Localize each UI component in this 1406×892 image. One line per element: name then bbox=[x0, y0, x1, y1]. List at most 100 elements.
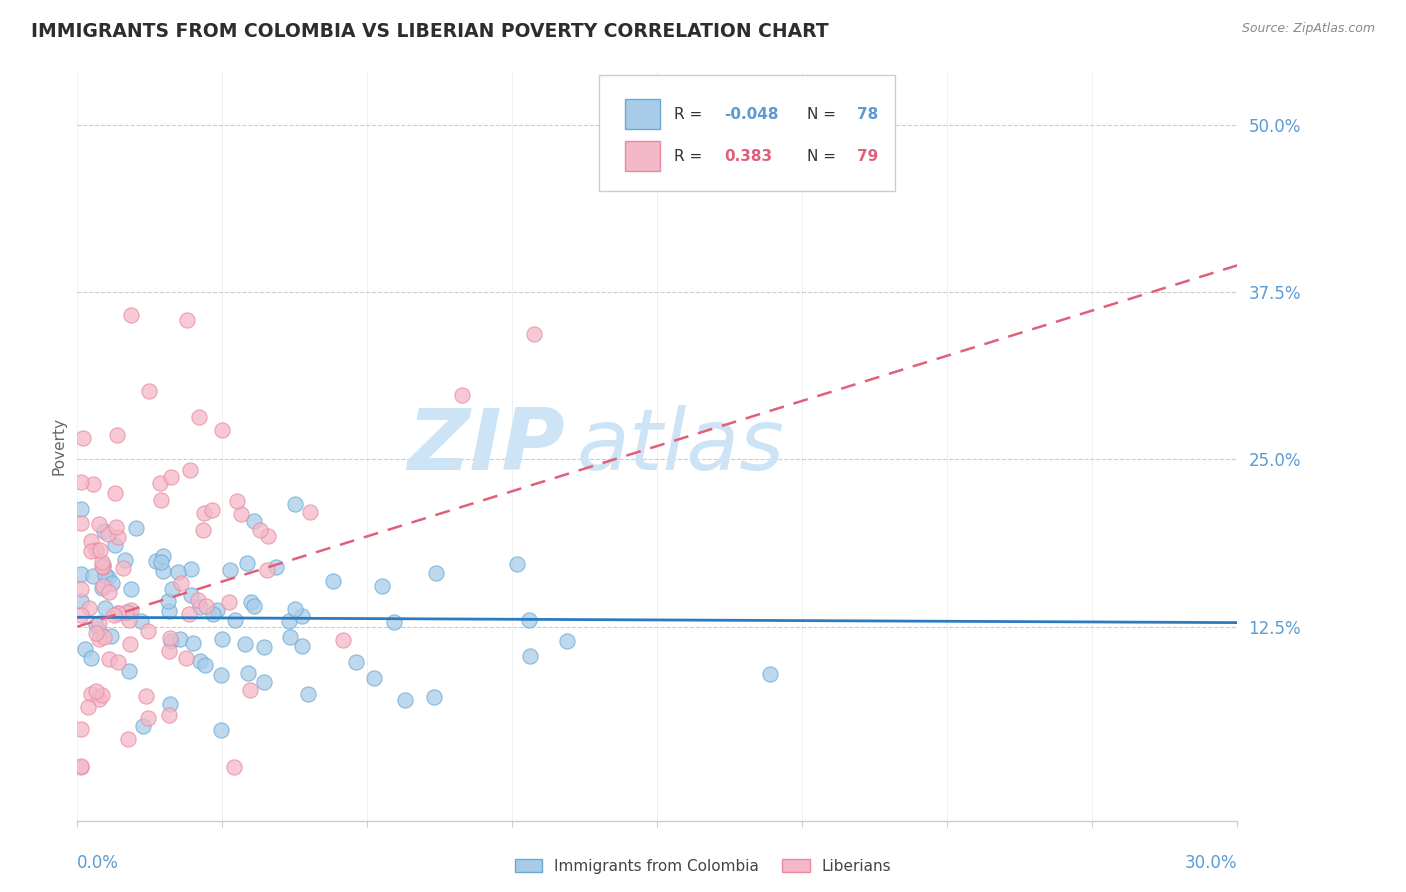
Point bbox=[205, 603, 228, 617]
Point bbox=[107, 655, 129, 669]
Point bbox=[284, 602, 307, 616]
Point bbox=[91, 579, 114, 593]
Point bbox=[160, 582, 183, 596]
Point bbox=[152, 564, 174, 578]
FancyBboxPatch shape bbox=[624, 99, 659, 129]
Text: N =: N = bbox=[807, 149, 841, 163]
Point bbox=[211, 423, 233, 437]
Point bbox=[187, 593, 209, 607]
Point bbox=[89, 542, 111, 557]
Point bbox=[284, 497, 307, 511]
Point bbox=[70, 475, 93, 490]
Point bbox=[170, 575, 193, 590]
Point bbox=[382, 615, 405, 630]
FancyBboxPatch shape bbox=[599, 75, 896, 191]
Point bbox=[118, 613, 141, 627]
Point bbox=[107, 606, 129, 620]
Y-axis label: Poverty: Poverty bbox=[51, 417, 66, 475]
Point bbox=[101, 575, 124, 590]
Point bbox=[70, 758, 93, 772]
Text: ZIP: ZIP bbox=[406, 404, 565, 488]
Point bbox=[253, 674, 276, 689]
Text: 79: 79 bbox=[856, 149, 879, 163]
Point bbox=[222, 760, 245, 774]
Point bbox=[236, 557, 259, 571]
Point bbox=[118, 605, 141, 619]
Point bbox=[167, 565, 190, 579]
Point bbox=[87, 516, 110, 531]
Point bbox=[89, 616, 111, 631]
Point bbox=[181, 636, 204, 650]
Point bbox=[249, 523, 271, 537]
Point bbox=[256, 529, 278, 543]
Point bbox=[70, 607, 93, 622]
Point bbox=[73, 641, 96, 656]
Text: 0.0%: 0.0% bbox=[77, 855, 120, 872]
Point bbox=[89, 624, 111, 639]
Point bbox=[131, 615, 153, 629]
Point bbox=[98, 652, 121, 666]
Point bbox=[70, 566, 93, 581]
Point bbox=[97, 585, 120, 599]
Point bbox=[149, 493, 172, 508]
Point bbox=[93, 524, 115, 538]
Point bbox=[425, 566, 447, 581]
Point bbox=[179, 463, 201, 477]
Point bbox=[157, 644, 180, 658]
Point bbox=[174, 651, 197, 665]
Point bbox=[157, 707, 180, 722]
Point bbox=[149, 555, 172, 569]
Point bbox=[256, 563, 278, 577]
Point bbox=[344, 656, 367, 670]
Point bbox=[120, 637, 142, 651]
Point bbox=[176, 313, 198, 327]
Point bbox=[87, 632, 110, 646]
Point bbox=[332, 632, 354, 647]
Point bbox=[195, 599, 218, 613]
Point bbox=[91, 555, 114, 569]
Point bbox=[363, 671, 385, 685]
Point bbox=[91, 560, 114, 574]
Point bbox=[82, 568, 104, 582]
Point bbox=[105, 427, 128, 442]
Point bbox=[82, 477, 104, 491]
Point bbox=[191, 524, 214, 538]
Text: 30.0%: 30.0% bbox=[1185, 855, 1237, 872]
Point bbox=[517, 613, 540, 627]
Point bbox=[371, 579, 394, 593]
Point bbox=[519, 648, 541, 663]
Point bbox=[80, 544, 103, 558]
Text: R =: R = bbox=[673, 149, 707, 163]
Point bbox=[169, 632, 191, 647]
Point bbox=[111, 561, 134, 575]
Point bbox=[125, 521, 148, 535]
Point bbox=[218, 594, 240, 608]
Point bbox=[209, 668, 232, 682]
Point bbox=[201, 502, 224, 516]
Point bbox=[240, 595, 263, 609]
Point bbox=[93, 631, 115, 645]
Point bbox=[179, 607, 201, 621]
Point bbox=[138, 384, 160, 399]
FancyBboxPatch shape bbox=[624, 141, 659, 171]
Point bbox=[299, 505, 322, 519]
Point bbox=[219, 563, 242, 577]
Point bbox=[160, 633, 183, 648]
Text: N =: N = bbox=[807, 106, 841, 121]
Point bbox=[188, 599, 211, 614]
Point bbox=[132, 719, 155, 733]
Point bbox=[291, 609, 314, 624]
Point bbox=[117, 731, 139, 746]
Point bbox=[70, 516, 93, 530]
Point bbox=[278, 614, 301, 628]
Point bbox=[180, 588, 202, 602]
Point bbox=[159, 632, 181, 646]
Point bbox=[229, 507, 252, 521]
Text: Source: ZipAtlas.com: Source: ZipAtlas.com bbox=[1241, 22, 1375, 36]
Point bbox=[97, 527, 120, 541]
Point bbox=[209, 723, 232, 738]
Point bbox=[555, 633, 578, 648]
Point bbox=[77, 601, 100, 615]
Point bbox=[86, 684, 108, 698]
Point bbox=[103, 608, 125, 623]
